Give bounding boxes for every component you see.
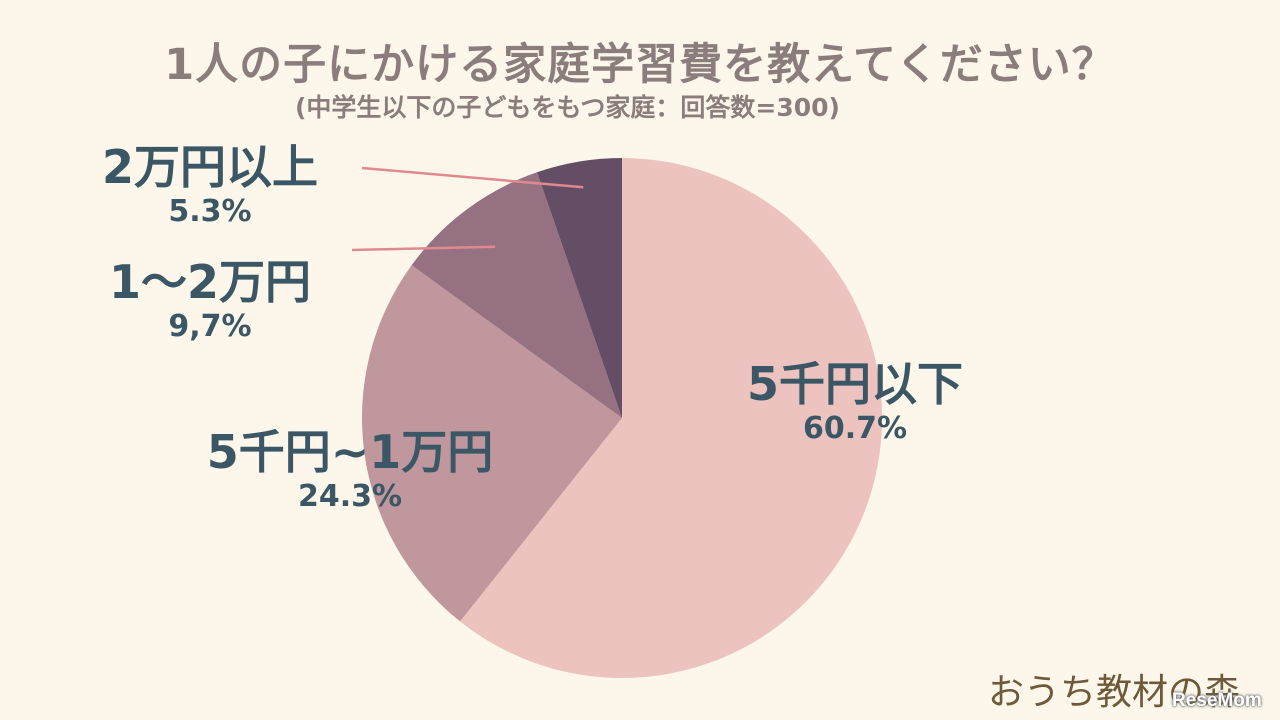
slice-label-name: 2万円以上 [101,140,318,194]
watermark: ReseMom [1172,690,1262,711]
slice-label-name: 1〜2万円 [108,255,311,309]
slice-label-10000-20000: 1〜2万円 9,7% [55,255,365,345]
slice-label-name: 5千円以下 [746,357,963,411]
brand-logo: おうち教材の森 [988,672,1241,713]
slice-label-percent: 60.7% [802,411,908,446]
slice-label-5000-10000: 5千円~1万円 24.3% [160,425,540,515]
pie-slice-2 [411,172,622,418]
slice-label-percent: 9,7% [168,309,252,344]
slice-label-percent: 5.3% [168,194,252,229]
slice-label-percent: 24.3% [297,479,403,514]
leader-line-2 [351,245,496,252]
leader-line-3 [361,166,584,189]
pie-slice-3 [537,158,622,418]
pie-slice-1 [362,265,622,622]
chart-title: 1人の子にかける家庭学習費を教えてください？ [164,40,1116,90]
pie-slice-0 [460,158,882,678]
slice-label-name: 5千円~1万円 [206,425,494,479]
chart-subtitle: (中学生以下の子どもをもつ家庭：回答数=300) [295,93,840,122]
slice-label-20000-over: 2万円以上 5.3% [55,140,365,230]
slice-label-5000-under: 5千円以下 60.7% [715,357,995,447]
